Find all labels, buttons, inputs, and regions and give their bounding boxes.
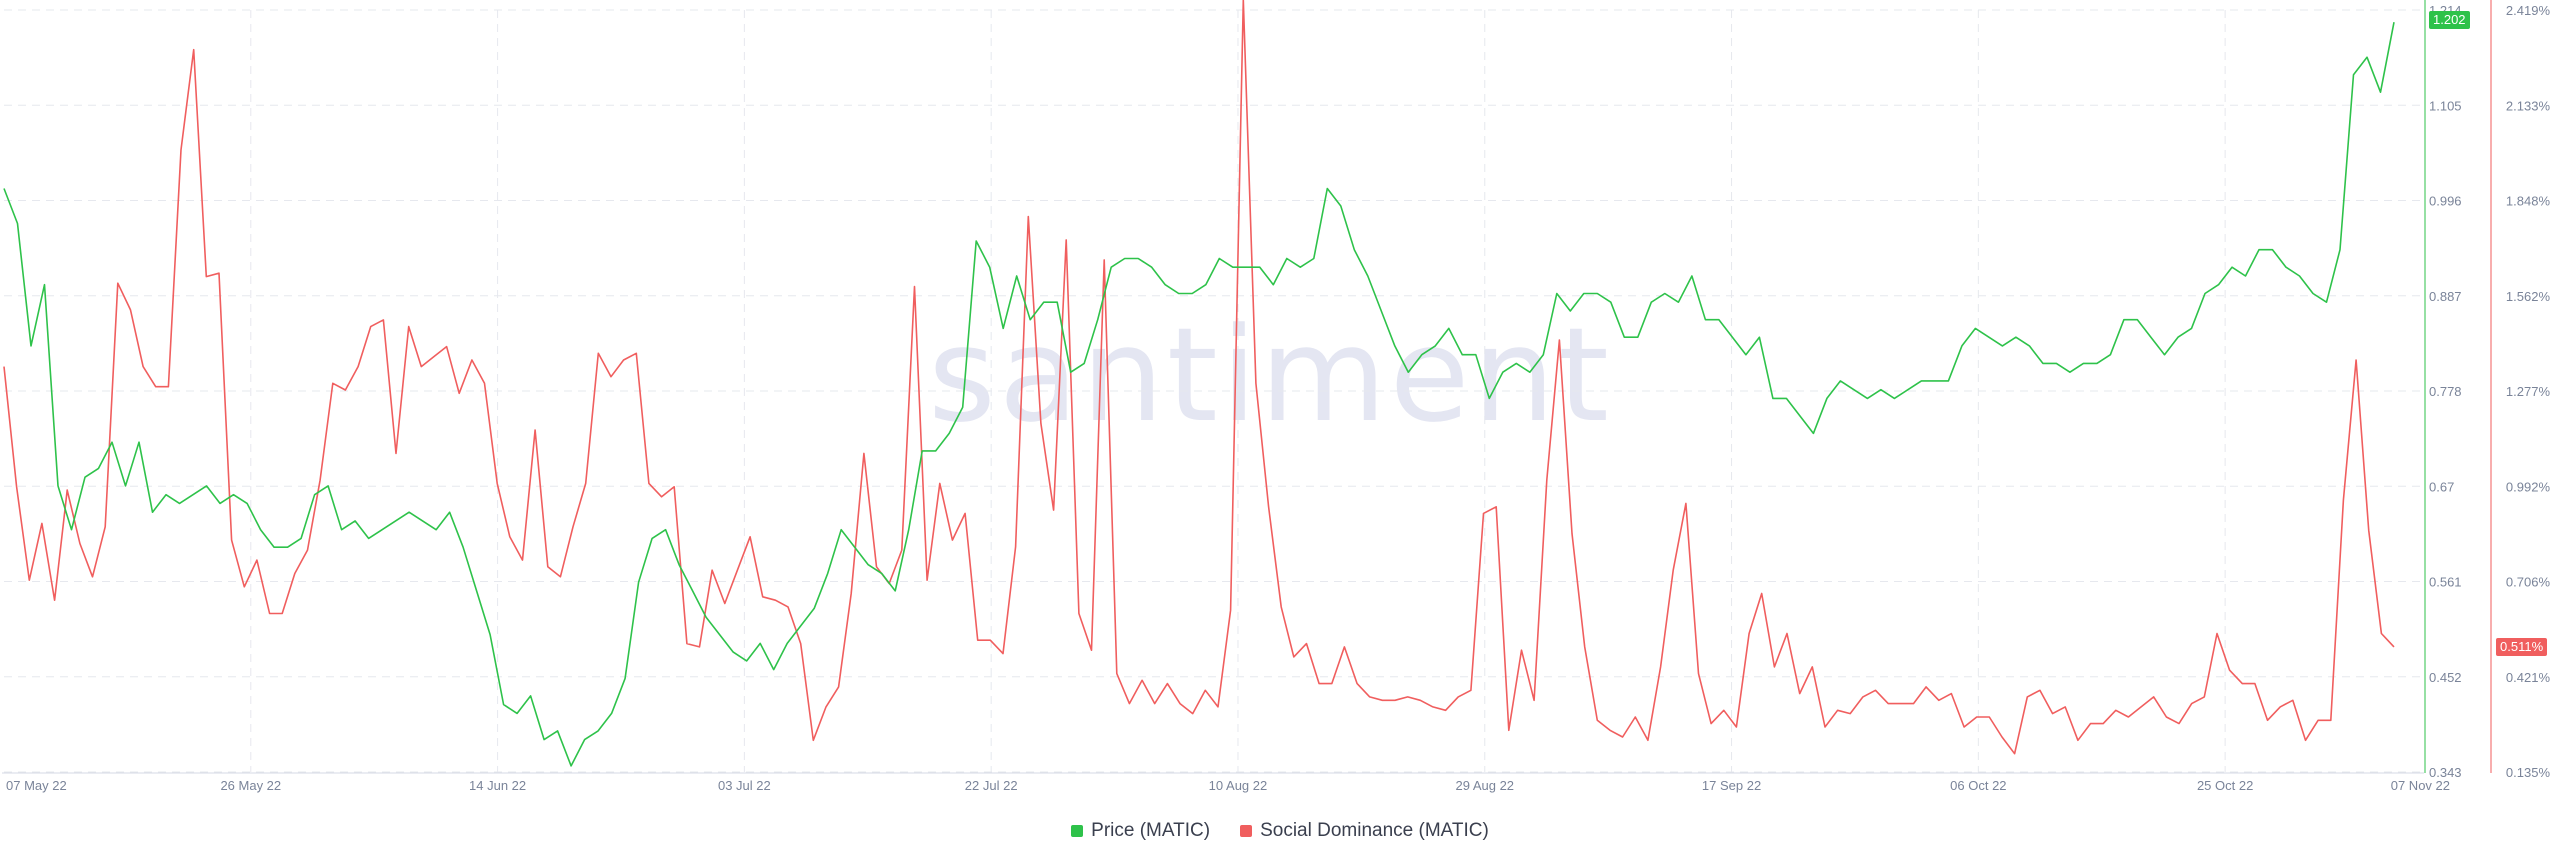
chart-legend: Price (MATIC) Social Dominance (MATIC) (0, 820, 2560, 842)
y-right-tick-label: 2.419% (2506, 3, 2551, 18)
legend-item-social[interactable]: Social Dominance (MATIC) (1240, 820, 1489, 842)
x-tick-label: 22 Jul 22 (965, 778, 1018, 793)
legend-item-price[interactable]: Price (MATIC) (1071, 820, 1210, 842)
legend-label-social: Social Dominance (MATIC) (1260, 820, 1489, 841)
x-tick-label: 17 Sep 22 (1702, 778, 1761, 793)
x-tick-label: 14 Jun 22 (469, 778, 526, 793)
y-right-tick-label: 2.133% (2506, 98, 2551, 113)
y-right-tick-label: 0.992% (2506, 479, 2551, 494)
price-line (3, 22, 2395, 767)
legend-label-price: Price (MATIC) (1091, 820, 1211, 841)
chart-grid (4, 9, 2424, 773)
x-tick-label: 25 Oct 22 (2197, 778, 2253, 793)
y-left-tick-label: 0.452 (2429, 670, 2462, 685)
x-tick-label: 07 Nov 22 (2391, 778, 2450, 793)
y-right-tick-label: 0.135% (2506, 765, 2551, 780)
x-tick-label: 03 Jul 22 (718, 778, 771, 793)
chart-axes (2, 0, 2492, 774)
x-tick-label: 06 Oct 22 (1950, 778, 2006, 793)
y-left-tick-label: 0.778 (2429, 384, 2462, 399)
x-tick-label: 26 May 22 (220, 778, 281, 793)
social-last-value-badge: 0.511% (2496, 638, 2548, 656)
social-dominance-line (3, 0, 2395, 755)
x-tick-label: 07 May 22 (6, 778, 67, 793)
y-left-tick-label: 0.67 (2429, 479, 2454, 494)
y-left-tick-label: 0.887 (2429, 289, 2462, 304)
y-left-tick-label: 0.996 (2429, 194, 2462, 209)
x-tick-label: 10 Aug 22 (1209, 778, 1268, 793)
watermark: santiment (928, 299, 1612, 451)
y-right-tick-label: 0.421% (2506, 670, 2551, 685)
social-dominance-series (3, 0, 2395, 755)
y-right-tick-label: 1.277% (2506, 384, 2551, 399)
y-right-tick-label: 0.706% (2506, 575, 2551, 590)
x-tick-label: 29 Aug 22 (1455, 778, 1514, 793)
y-left-tick-label: 0.343 (2429, 765, 2462, 780)
y-right-tick-label: 1.848% (2506, 194, 2551, 209)
price-legend-swatch (1071, 825, 1084, 837)
y-right-tick-label: 1.562% (2506, 289, 2551, 304)
price-series (3, 22, 2395, 767)
price-last-value-badge: 1.202 (2429, 11, 2470, 29)
chart-ticks: 1.2142.419%1.1052.133%0.9961.848%0.8871.… (6, 3, 2550, 793)
y-left-tick-label: 1.105 (2429, 98, 2462, 113)
social-legend-swatch (1240, 825, 1253, 837)
y-left-tick-label: 0.561 (2429, 575, 2462, 590)
